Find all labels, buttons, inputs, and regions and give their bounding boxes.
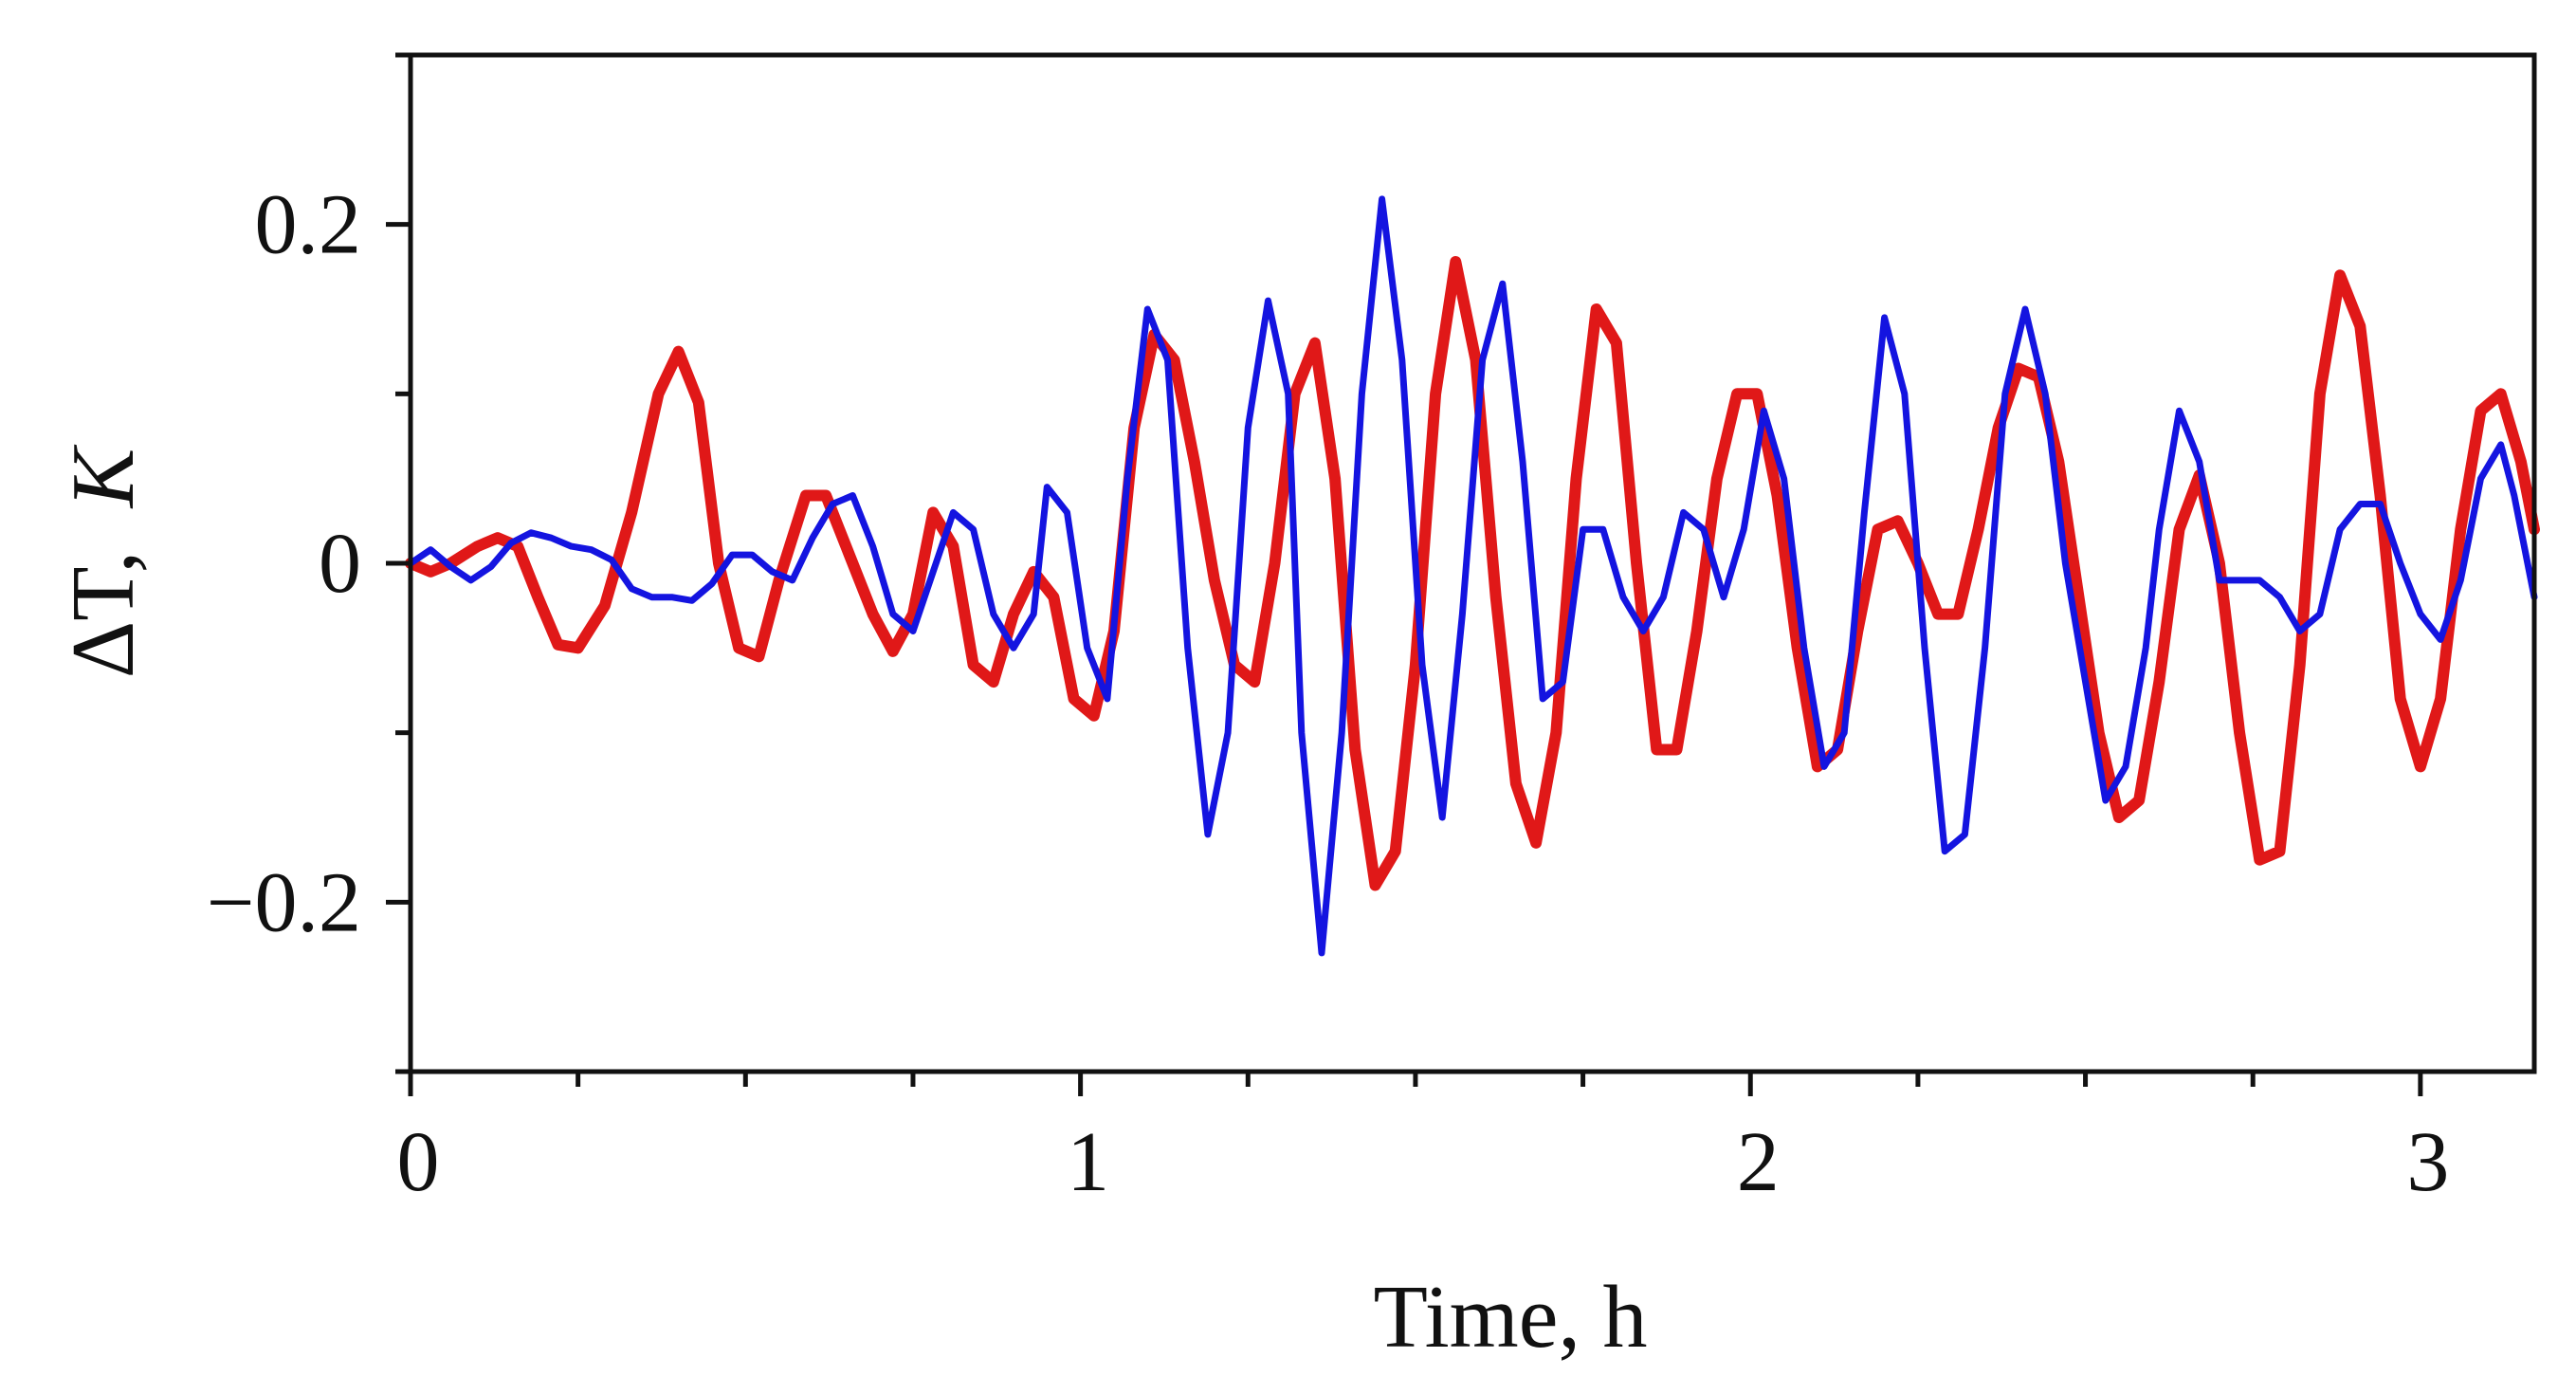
y-axis-title-unit: K xyxy=(54,444,153,509)
series-line-2 xyxy=(407,195,2538,957)
y-axis-ticks xyxy=(386,52,411,1074)
y-axis-title: ΔT, K xyxy=(54,444,153,678)
y-axis-title-symbol: ΔT, xyxy=(54,551,153,678)
x-tick-label: 2 xyxy=(1737,1115,1780,1209)
x-axis-tick-labels: 0 1 2 3 xyxy=(397,1115,2450,1209)
series-line-1 xyxy=(405,256,2540,891)
x-tick-label: 3 xyxy=(2406,1115,2449,1209)
x-tick-label: 1 xyxy=(1067,1115,1109,1209)
x-axis-ticks xyxy=(408,1072,2423,1096)
y-axis-tick-labels: −0.2 0 0.2 xyxy=(207,178,361,950)
x-tick-label: 0 xyxy=(397,1115,440,1209)
series-layer xyxy=(405,195,2540,957)
y-tick-label: 0 xyxy=(319,517,361,611)
x-axis-title: Time, h xyxy=(1373,1268,1647,1367)
y-tick-label: 0.2 xyxy=(255,178,362,272)
y-tick-label: −0.2 xyxy=(207,855,361,949)
